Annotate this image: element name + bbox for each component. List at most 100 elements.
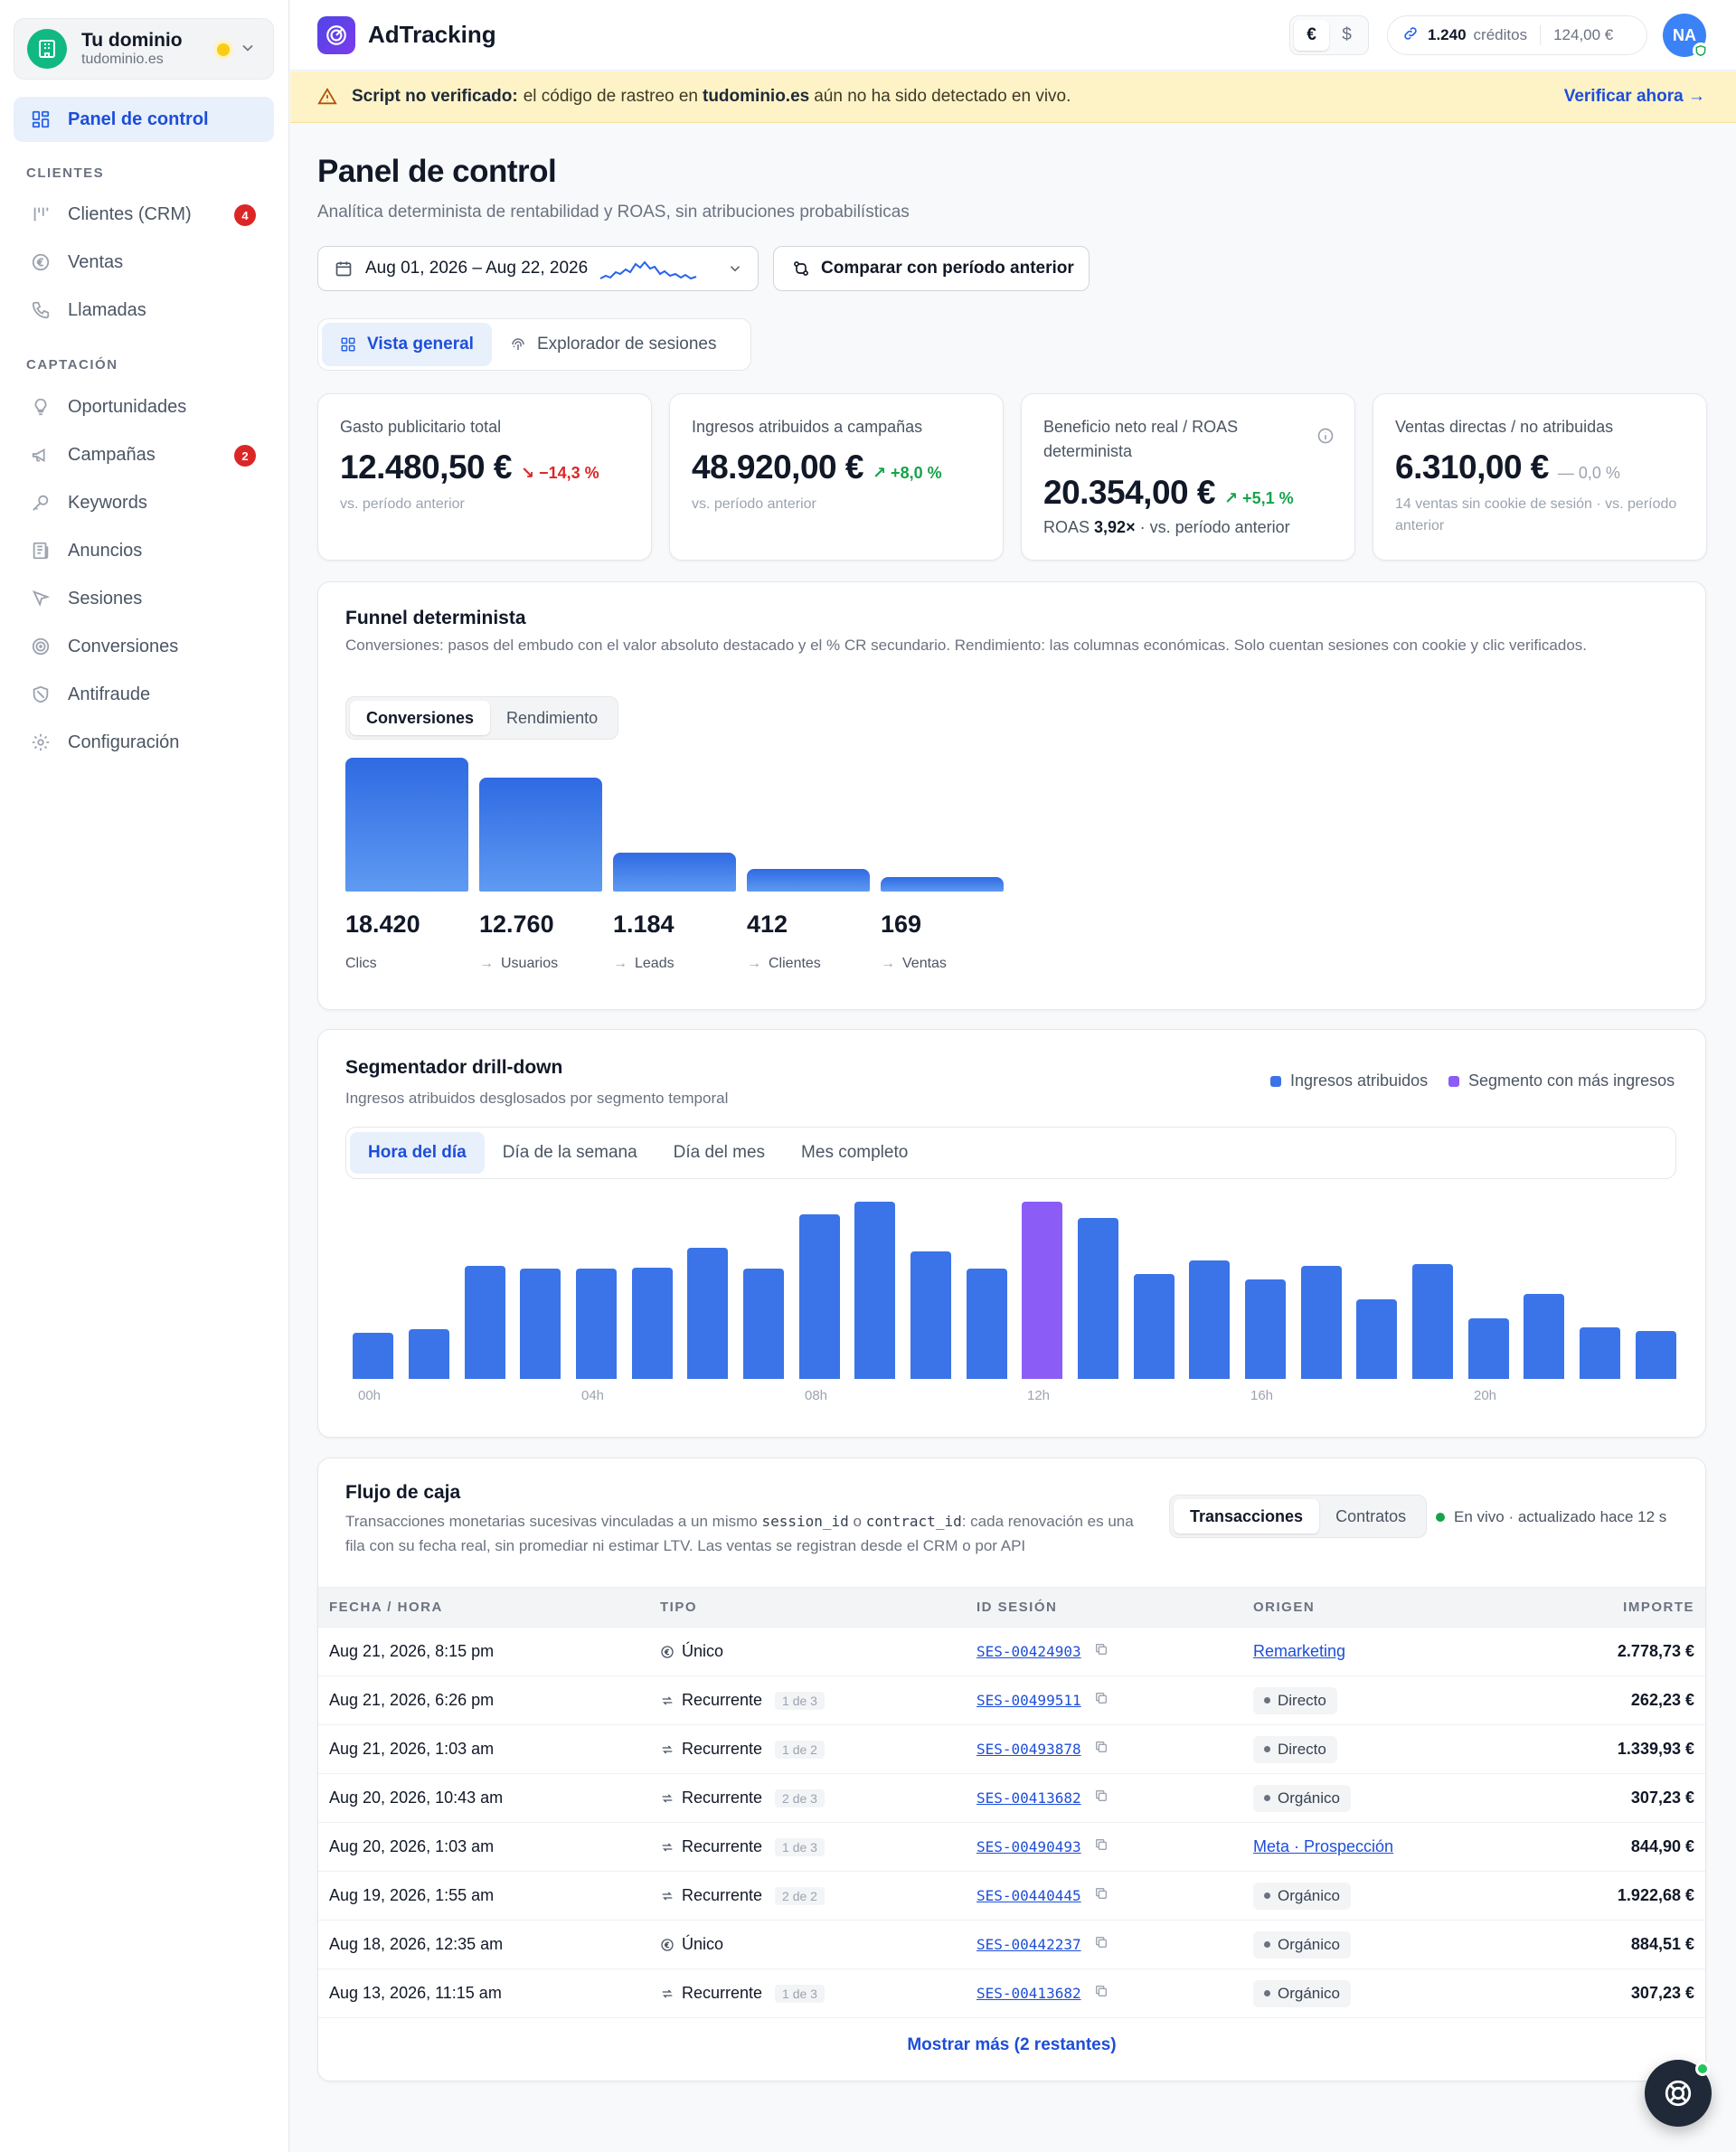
origin-link[interactable]: Remarketing	[1253, 1642, 1346, 1660]
session-id-link[interactable]: SES-00424903	[976, 1642, 1081, 1660]
copy-icon[interactable]	[1094, 1935, 1109, 1954]
session-id-link[interactable]: SES-00493878	[976, 1740, 1081, 1758]
col-origen[interactable]: ORIGEN	[1253, 1587, 1561, 1628]
help-button[interactable]	[1645, 2060, 1712, 2127]
hour-bar-08h[interactable]	[799, 1214, 840, 1379]
tab-rendimiento[interactable]: Rendimiento	[506, 708, 599, 727]
tab-vista-general[interactable]: Vista general	[322, 323, 492, 366]
tab-hora-del-dia[interactable]: Hora del día	[350, 1132, 485, 1174]
table-row[interactable]: Aug 18, 2026, 12:35 am Único SES-00442237 O…	[318, 1920, 1705, 1969]
sidebar-item-label: Campañas	[68, 444, 156, 465]
copy-icon[interactable]	[1094, 1837, 1109, 1856]
workspace-switcher[interactable]: Tu dominio tudominio.es	[14, 18, 274, 80]
sidebar-item-campanas[interactable]: Campañas 2	[14, 432, 274, 477]
table-row[interactable]: Aug 13, 2026, 11:15 am Recurrente 1 de 3 SE…	[318, 1968, 1705, 2018]
date-range-picker[interactable]: Aug 01, 2026 – Aug 22, 2026	[317, 246, 759, 291]
col-fecha[interactable]: FECHA / HORA	[318, 1587, 660, 1628]
copy-icon[interactable]	[1094, 1642, 1109, 1661]
sidebar-item-llamadas[interactable]: Llamadas	[14, 288, 274, 333]
copy-icon[interactable]	[1094, 1740, 1109, 1759]
cell-tipo: Recurrente 1 de 3	[660, 1968, 976, 2018]
session-id-link[interactable]: SES-00440445	[976, 1886, 1081, 1904]
hour-bar-13h[interactable]	[1078, 1218, 1118, 1379]
session-id-link[interactable]: SES-00413682	[976, 1789, 1081, 1807]
tab-dia-semana[interactable]: Día de la semana	[502, 1143, 637, 1162]
funnel-label: Clics	[345, 956, 377, 972]
table-row[interactable]: Aug 19, 2026, 1:55 am Recurrente 2 de 2 SES…	[318, 1871, 1705, 1921]
table-row[interactable]: Aug 21, 2026, 8:15 pm Único SES-00424903 Re…	[318, 1627, 1705, 1676]
hour-bar-02h[interactable]	[465, 1266, 505, 1379]
col-importe[interactable]: IMPORTE	[1561, 1587, 1705, 1628]
tab-transacciones[interactable]: Transacciones	[1174, 1499, 1320, 1534]
credits-pill[interactable]: 1.240 créditos 124,00 €	[1387, 15, 1647, 55]
table-row[interactable]: Aug 21, 2026, 1:03 am Recurrente 1 de 2 SES…	[318, 1724, 1705, 1774]
avatar[interactable]: NA	[1663, 14, 1709, 59]
sidebar-item-oportunidades[interactable]: Oportunidades	[14, 384, 274, 429]
status-dot-icon	[217, 43, 230, 56]
segmenter-card: Segmentador drill-down Ingresos atribuid…	[317, 1029, 1706, 1438]
brand-logo-icon[interactable]	[317, 16, 355, 54]
col-id-sesion[interactable]: ID SESIÓN	[976, 1587, 1253, 1628]
hour-bar-01h[interactable]	[409, 1329, 449, 1379]
sidebar-item-panel[interactable]: Panel de control	[14, 97, 274, 142]
table-row[interactable]: Aug 21, 2026, 6:26 pm Recurrente 1 de 3 SES…	[318, 1675, 1705, 1725]
sidebar-item-configuracion[interactable]: Configuración	[14, 720, 274, 765]
hour-bar-05h[interactable]	[632, 1268, 673, 1379]
tab-contratos[interactable]: Contratos	[1335, 1506, 1407, 1525]
hour-bar-07h[interactable]	[743, 1269, 784, 1379]
tab-explorador-sesiones[interactable]: Explorador de sesiones	[492, 323, 735, 366]
col-tipo[interactable]: TIPO	[660, 1587, 976, 1628]
table-row[interactable]: Aug 20, 2026, 10:43 am Recurrente 2 de 3 SE…	[318, 1773, 1705, 1823]
hour-bar-16h[interactable]	[1245, 1279, 1286, 1379]
session-id-link[interactable]: SES-00442237	[976, 1935, 1081, 1953]
copy-icon[interactable]	[1094, 1789, 1109, 1807]
hour-bar-18h[interactable]	[1356, 1299, 1397, 1379]
hour-bar-19h[interactable]	[1412, 1264, 1453, 1379]
tab-dia-mes[interactable]: Día del mes	[673, 1143, 766, 1162]
cursor-icon	[30, 588, 52, 609]
compare-button[interactable]: Comparar con período anterior	[773, 246, 1090, 291]
hour-bar-17h[interactable]	[1301, 1266, 1342, 1379]
sidebar-item-ventas[interactable]: Ventas	[14, 240, 274, 285]
tab-mes-completo[interactable]: Mes completo	[801, 1143, 909, 1162]
show-more-button[interactable]: Mostrar más (2 restantes)	[907, 2035, 1117, 2054]
table-row[interactable]: Aug 20, 2026, 1:03 am Recurrente 1 de 3 SES…	[318, 1822, 1705, 1872]
hour-bar-10h[interactable]	[910, 1251, 951, 1379]
origin-link[interactable]: Meta · Prospección	[1253, 1837, 1394, 1855]
sidebar-item-sesiones[interactable]: Sesiones	[14, 576, 274, 621]
copy-icon[interactable]	[1094, 1984, 1109, 2003]
session-id-link[interactable]: SES-00413682	[976, 1984, 1081, 2002]
sidebar-item-antifraude[interactable]: Antifraude	[14, 672, 274, 717]
currency-switch[interactable]: € $	[1289, 15, 1369, 55]
currency-option-usd[interactable]: $	[1342, 25, 1352, 44]
hour-bar-03h[interactable]	[520, 1269, 561, 1379]
hour-bar-20h[interactable]	[1468, 1318, 1509, 1379]
recurring-icon	[660, 1840, 675, 1855]
hour-bar-09h[interactable]	[854, 1202, 895, 1379]
sidebar-item-crm[interactable]: Clientes (CRM) 4	[14, 192, 274, 237]
hour-bar-21h[interactable]	[1524, 1294, 1564, 1379]
session-id-link[interactable]: SES-00490493	[976, 1837, 1081, 1855]
hour-bar-04h[interactable]	[576, 1269, 617, 1379]
hour-bar-11h[interactable]	[967, 1269, 1007, 1379]
building-icon	[27, 29, 67, 69]
sidebar-item-anuncios[interactable]: Anuncios	[14, 528, 274, 573]
copy-icon[interactable]	[1094, 1691, 1109, 1710]
hour-bar-06h[interactable]	[687, 1248, 728, 1379]
hour-bar-00h[interactable]	[353, 1333, 393, 1379]
currency-option-eur[interactable]: €	[1294, 20, 1329, 51]
funnel-value: 412	[747, 911, 788, 938]
info-icon[interactable]	[1316, 427, 1335, 445]
sidebar-item-conversiones[interactable]: Conversiones	[14, 624, 274, 669]
hour-bar-12h[interactable]	[1022, 1202, 1062, 1379]
tab-conversiones[interactable]: Conversiones	[350, 701, 491, 735]
cell-date: Aug 21, 2026, 8:15 pm	[318, 1627, 660, 1676]
session-id-link[interactable]: SES-00499511	[976, 1691, 1081, 1709]
hour-bar-15h[interactable]	[1189, 1260, 1230, 1379]
copy-icon[interactable]	[1094, 1886, 1109, 1905]
hour-bar-23h[interactable]	[1636, 1331, 1676, 1379]
verify-now-link[interactable]: Verificar ahora →	[1563, 87, 1705, 106]
hour-bar-22h[interactable]	[1580, 1327, 1620, 1379]
hour-bar-14h[interactable]	[1134, 1274, 1175, 1379]
sidebar-item-keywords[interactable]: Keywords	[14, 480, 274, 525]
